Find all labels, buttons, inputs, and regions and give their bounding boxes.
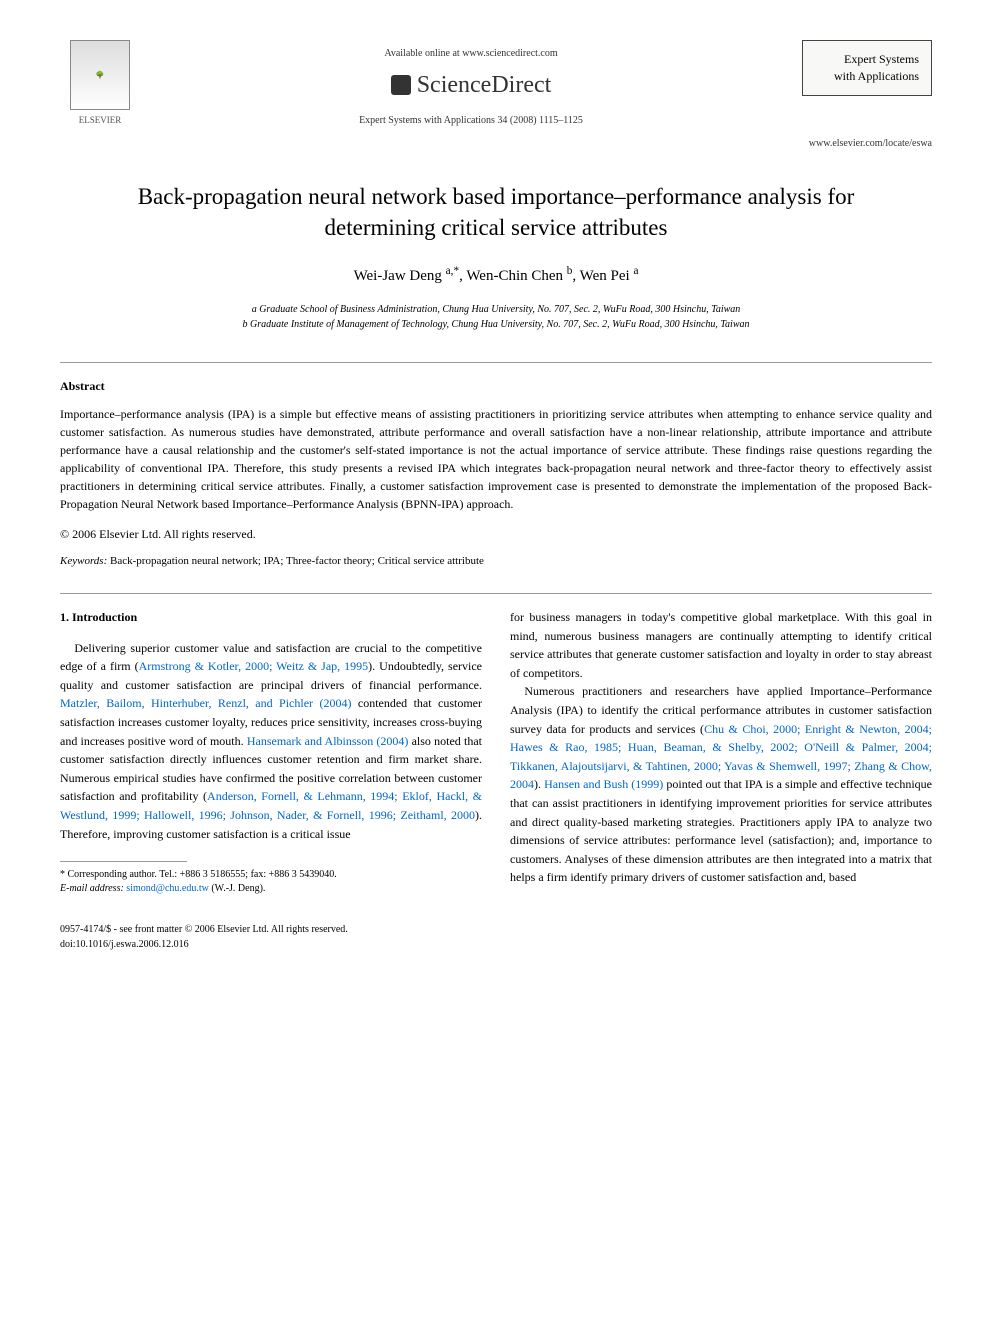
publisher-logo: 🌳 ELSEVIER	[60, 40, 140, 128]
body-columns: 1. Introduction Delivering superior cust…	[60, 608, 932, 896]
intro-para-1-cont: for business managers in today's competi…	[510, 608, 932, 682]
journal-box: Expert Systems with Applications	[802, 40, 932, 96]
journal-url: www.elsevier.com/locate/eswa	[60, 136, 932, 151]
keywords-line: Keywords: Back-propagation neural networ…	[60, 553, 932, 570]
available-online-text: Available online at www.sciencedirect.co…	[140, 46, 802, 61]
page-footer: 0957-4174/$ - see front matter © 2006 El…	[60, 922, 932, 952]
authors-line: Wei-Jaw Deng a,*, Wen-Chin Chen b, Wen P…	[60, 263, 932, 288]
center-header: Available online at www.sciencedirect.co…	[140, 40, 802, 128]
header-row: 🌳 ELSEVIER Available online at www.scien…	[60, 40, 932, 128]
footer-left: 0957-4174/$ - see front matter © 2006 El…	[60, 922, 348, 952]
column-left: 1. Introduction Delivering superior cust…	[60, 608, 482, 896]
abstract-body: Importance–performance analysis (IPA) is…	[60, 405, 932, 513]
paper-title: Back-propagation neural network based im…	[60, 181, 932, 243]
footer-doi: doi:10.1016/j.eswa.2006.12.016	[60, 937, 348, 952]
email-suffix: (W.-J. Deng).	[211, 883, 265, 894]
divider-bottom	[60, 593, 932, 594]
abstract-heading: Abstract	[60, 377, 932, 395]
footnote-rule	[60, 861, 187, 862]
abstract-copyright: © 2006 Elsevier Ltd. All rights reserved…	[60, 525, 932, 543]
corresponding-author-footnote: * Corresponding author. Tel.: +886 3 518…	[60, 868, 482, 896]
citation[interactable]: Hansemark and Albinsson (2004)	[247, 734, 409, 748]
keywords-label: Keywords:	[60, 555, 107, 567]
journal-box-line2: with Applications	[815, 68, 919, 85]
intro-para-1: Delivering superior customer value and s…	[60, 639, 482, 844]
keywords-list: Back-propagation neural network; IPA; Th…	[110, 555, 484, 567]
journal-box-line1: Expert Systems	[815, 51, 919, 68]
sciencedirect-icon	[391, 75, 411, 95]
affiliations: a Graduate School of Business Administra…	[60, 302, 932, 332]
intro-para-2: Numerous practitioners and researchers h…	[510, 682, 932, 887]
citation[interactable]: Hansen and Bush (1999)	[544, 777, 663, 791]
affiliation-b: b Graduate Institute of Management of Te…	[60, 317, 932, 332]
citation[interactable]: Armstrong & Kotler, 2000; Weitz & Jap, 1…	[139, 659, 369, 673]
email-link[interactable]: simond@chu.edu.tw	[126, 883, 209, 894]
footer-issn: 0957-4174/$ - see front matter © 2006 El…	[60, 922, 348, 937]
footnote-email-line: E-mail address: simond@chu.edu.tw (W.-J.…	[60, 882, 482, 896]
sciencedirect-label: ScienceDirect	[417, 67, 552, 103]
divider-top	[60, 362, 932, 363]
sciencedirect-brand: ScienceDirect	[391, 67, 552, 103]
footnote-tel: * Corresponding author. Tel.: +886 3 518…	[60, 868, 482, 882]
publisher-name: ELSEVIER	[60, 114, 140, 128]
column-right: for business managers in today's competi…	[510, 608, 932, 896]
intro-heading: 1. Introduction	[60, 608, 482, 627]
journal-reference: Expert Systems with Applications 34 (200…	[140, 113, 802, 128]
elsevier-tree-icon: 🌳	[70, 40, 130, 110]
affiliation-a: a Graduate School of Business Administra…	[60, 302, 932, 317]
email-label: E-mail address:	[60, 883, 124, 894]
authors-text: Wei-Jaw Deng a,*, Wen-Chin Chen b, Wen P…	[354, 268, 639, 284]
citation[interactable]: Matzler, Bailom, Hinterhuber, Renzl, and…	[60, 696, 351, 710]
